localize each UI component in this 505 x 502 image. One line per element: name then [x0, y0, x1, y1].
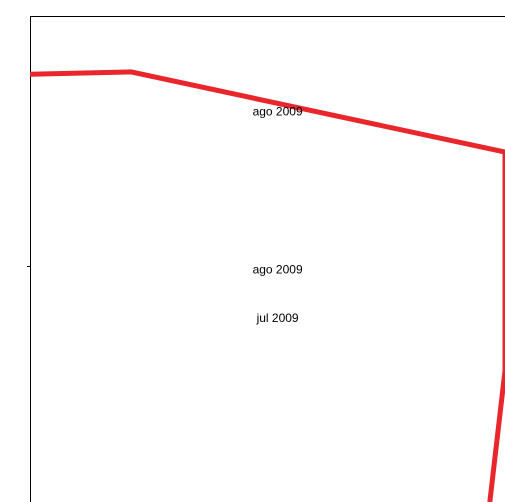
plot-area-frame — [30, 16, 505, 502]
annotation-label: ago 2009 — [253, 263, 303, 277]
annotation-label: jul 2009 — [256, 311, 299, 325]
annotation-label: ago 2009 — [253, 105, 303, 119]
series-layer — [29, 69, 505, 502]
annotation-layer: ago 2009 ago 2009 jul 2009 — [253, 105, 303, 326]
series-line — [29, 69, 505, 502]
